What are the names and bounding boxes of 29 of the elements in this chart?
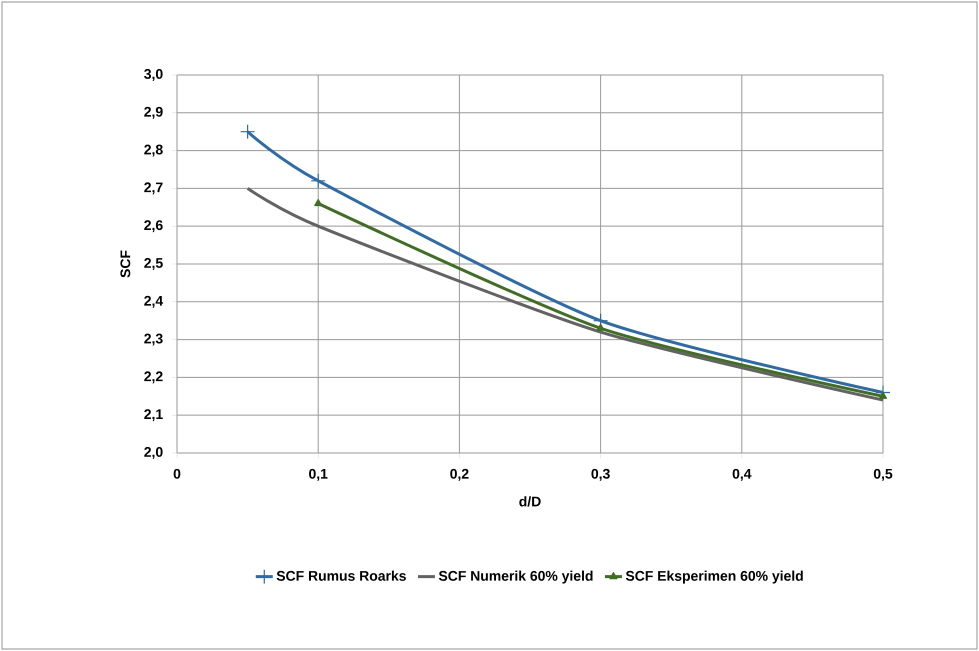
y-tick-label: 2,0 <box>144 447 163 459</box>
legend-label: SCF Rumus Roarks <box>276 570 406 581</box>
x-tick-label: 0,3 <box>591 468 610 481</box>
y-tick-label: 2,2 <box>144 371 163 384</box>
point <box>875 384 891 400</box>
line-series <box>246 186 885 402</box>
point <box>240 124 256 140</box>
point <box>878 392 888 399</box>
x-tick-label: 0,4 <box>732 468 752 481</box>
y-tick-label: 3,0 <box>144 69 163 81</box>
legend-label: SCF Numerik 60% yield <box>438 570 593 584</box>
y-tick-label: 2,6 <box>144 220 163 232</box>
x-tick-label: 0,5 <box>874 468 892 481</box>
y-tick-label: 2,8 <box>144 144 163 157</box>
x-tick-label: 0,1 <box>309 468 328 481</box>
x-tick-label: 0,2 <box>450 468 469 481</box>
x-axis-title: d/D <box>519 496 541 507</box>
y-tick-label: 2,1 <box>144 409 163 422</box>
point <box>314 198 322 206</box>
y-tick-label: 2,9 <box>144 106 163 119</box>
point <box>310 173 326 188</box>
y-tick-label: 2,5 <box>144 258 163 270</box>
legend-label: SCF Eksperimen 60% yield <box>626 570 803 584</box>
y-tick-label: 2,3 <box>144 334 163 346</box>
point <box>596 324 605 331</box>
y-tick-label: 2,4 <box>144 296 164 308</box>
x-tick-label: 0 <box>174 468 180 479</box>
y-axis-title: SCF <box>120 250 130 278</box>
y-tick-label: 2,7 <box>144 182 163 194</box>
